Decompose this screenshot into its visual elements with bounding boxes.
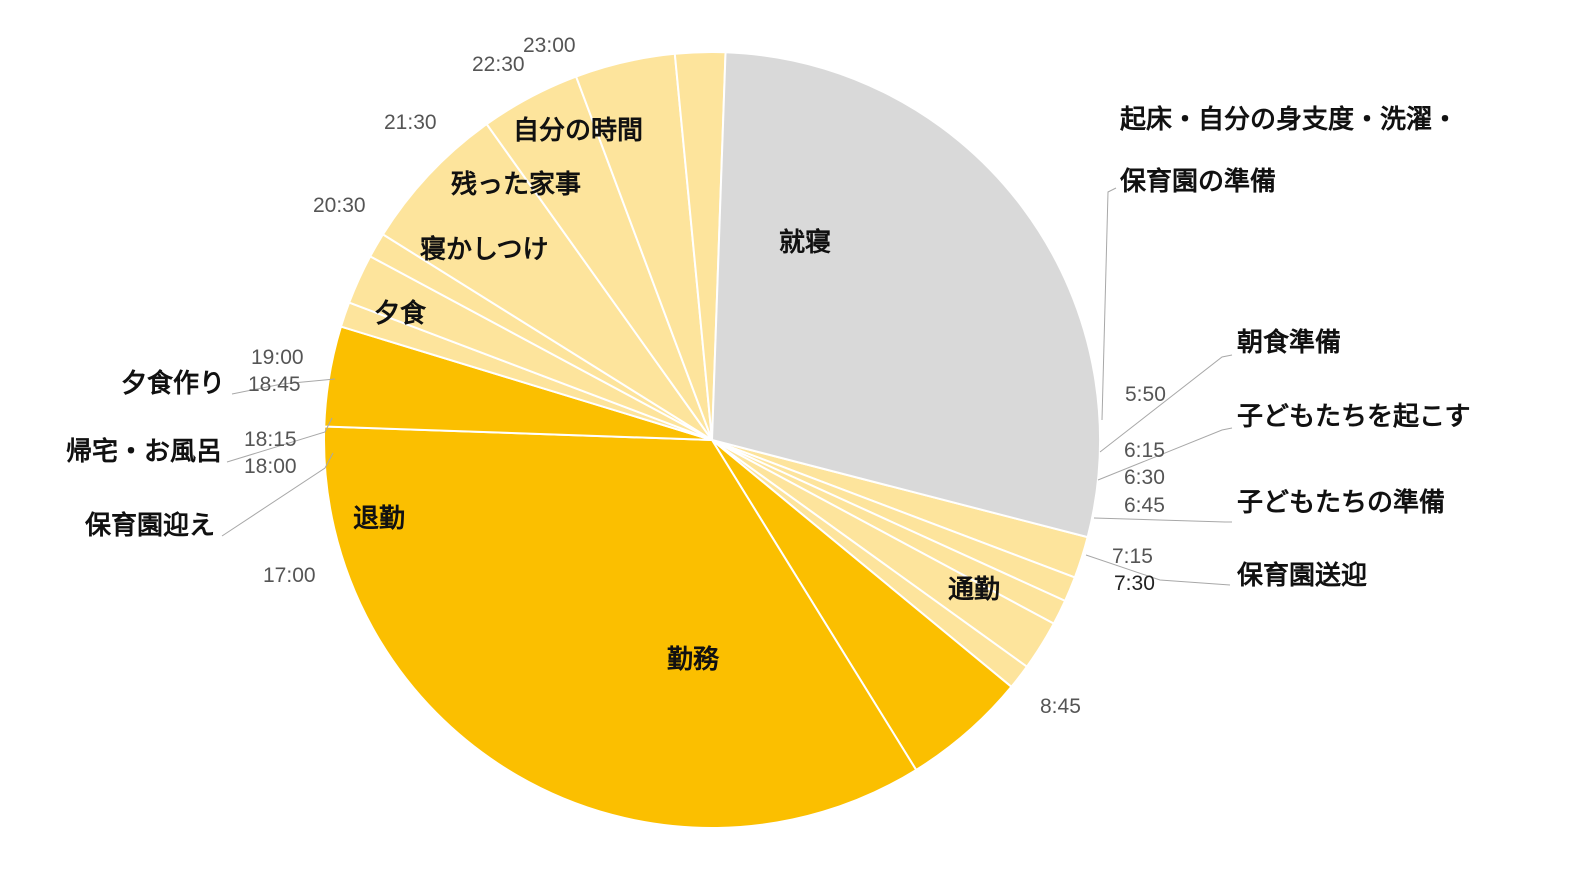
time-label: 6:30 [1124, 466, 1165, 489]
pie-slice-11 [381, 122, 713, 441]
time-label: 19:00 [251, 346, 304, 369]
time-label: 6:45 [1124, 494, 1165, 517]
time-label: 7:30 [1114, 572, 1155, 595]
label-wake-line1: 起床・自分の身支度・洗濯・ [1120, 104, 1458, 135]
leader-line-5 [231, 378, 336, 395]
leader-line-6 [226, 417, 333, 463]
label-leave: 退勤 [353, 504, 405, 534]
pie-slices [323, 51, 1101, 829]
time-label: 6:15 [1124, 439, 1165, 462]
leader-line-0 [1101, 187, 1117, 421]
time-label: 20:30 [313, 194, 366, 217]
label-cook: 夕食作り [121, 368, 225, 399]
label-breakfast: 朝食準備 [1237, 327, 1341, 358]
leader-line-3 [1093, 517, 1232, 523]
leader-line-2 [1097, 427, 1233, 481]
label-pickup: 保育園迎え [84, 510, 215, 541]
label-home-bath: 帰宅・お風呂 [66, 436, 222, 467]
label-chores: 残った家事 [451, 169, 581, 200]
pie-slice-6 [323, 425, 918, 829]
label-wake-kids: 子どもたちを起こす [1237, 402, 1470, 432]
time-label: 18:00 [244, 455, 297, 478]
time-label: 18:45 [248, 373, 301, 396]
leader-line-4 [1085, 554, 1231, 586]
time-label: 22:30 [472, 53, 525, 76]
time-label: 7:15 [1112, 545, 1153, 568]
time-label: 5:50 [1125, 383, 1166, 406]
label-wake-line2: 保育園の準備 [1119, 166, 1276, 197]
label-dinner: 夕食 [374, 298, 427, 329]
label-work: 勤務 [667, 645, 720, 675]
label-bedtime: 寝かしつけ [420, 234, 548, 265]
label-kids-prep: 子どもたちの準備 [1237, 487, 1445, 518]
time-label: 23:00 [523, 34, 576, 57]
label-commute: 通勤 [948, 575, 1000, 605]
time-label: 21:30 [384, 111, 437, 134]
label-me-time: 自分の時間 [513, 115, 643, 146]
leader-line-1 [1099, 354, 1233, 453]
leader-lines [221, 187, 1233, 586]
time-label: 17:00 [263, 564, 316, 587]
time-label: 18:15 [244, 428, 297, 451]
pie-slice-15 [710, 51, 1101, 539]
label-dropoff: 保育園送迎 [1236, 560, 1367, 591]
leader-line-7 [221, 452, 334, 537]
time-label: 8:45 [1040, 695, 1081, 718]
label-sleep: 就寝 [779, 227, 831, 258]
